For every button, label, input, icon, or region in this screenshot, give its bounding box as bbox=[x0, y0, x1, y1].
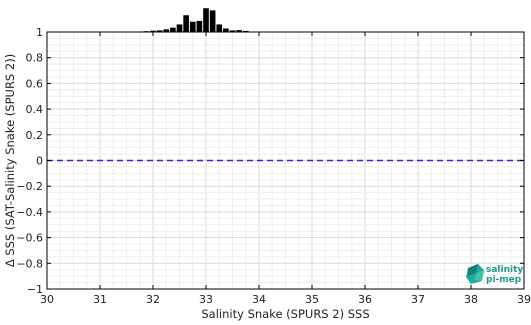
histogram-bar bbox=[163, 29, 170, 32]
salinity-logo-icon bbox=[466, 264, 484, 284]
histogram-bar bbox=[170, 27, 176, 32]
x-tick-label: 39 bbox=[517, 293, 531, 306]
y-tick-label: −0.2 bbox=[16, 180, 43, 193]
y-tick-label: −0.4 bbox=[16, 206, 43, 219]
histogram-bar bbox=[176, 24, 183, 32]
histogram-bar bbox=[229, 30, 236, 32]
y-tick-label: 0.2 bbox=[26, 129, 44, 142]
pimep-logo: salinity pi-mep bbox=[466, 264, 523, 285]
histogram-bar bbox=[203, 8, 209, 32]
histogram-bar bbox=[156, 30, 163, 32]
ticks bbox=[46, 31, 525, 290]
y-tick-label: 0 bbox=[36, 155, 43, 168]
x-tick-labels: 30 31 32 33 34 35 36 37 38 39 bbox=[40, 293, 531, 306]
x-tick-label: 34 bbox=[252, 293, 266, 306]
histogram-bar bbox=[223, 28, 229, 32]
x-tick-label: 30 bbox=[40, 293, 54, 306]
y-tick-label: −0.6 bbox=[16, 232, 43, 245]
x-tick-label: 32 bbox=[146, 293, 160, 306]
x-tick-label: 37 bbox=[411, 293, 425, 306]
histogram-bar bbox=[236, 30, 242, 32]
histogram-bar bbox=[209, 10, 216, 32]
logo-text-salinity: salinity bbox=[486, 265, 523, 275]
y-tick-label: −0.8 bbox=[16, 257, 43, 270]
y-tick-labels: −1 −0.8 −0.6 −0.4 −0.2 0 0.2 0.4 0.6 0.8 1 bbox=[16, 26, 43, 296]
x-tick-label: 33 bbox=[199, 293, 213, 306]
x-tick-label: 36 bbox=[358, 293, 372, 306]
marginal-histogram bbox=[136, 8, 249, 32]
y-tick-label: 1 bbox=[36, 26, 43, 39]
x-tick-label: 38 bbox=[464, 293, 478, 306]
y-tick-label: −1 bbox=[27, 283, 43, 296]
histogram-bar bbox=[242, 30, 249, 32]
histogram-bar bbox=[183, 15, 189, 32]
x-tick-label: 35 bbox=[305, 293, 319, 306]
histogram-bar bbox=[196, 20, 203, 32]
y-tick-label: 0.6 bbox=[26, 77, 44, 90]
histogram-bar bbox=[150, 30, 156, 32]
logo-text-pimep: pi-mep bbox=[486, 275, 522, 285]
x-tick-label: 31 bbox=[93, 293, 107, 306]
y-tick-label: 0.4 bbox=[26, 103, 44, 116]
histogram-bar bbox=[189, 21, 196, 32]
x-axis-title: Salinity Snake (SPURS 2) SSS bbox=[201, 307, 369, 321]
y-tick-label: 0.8 bbox=[26, 52, 44, 65]
y-axis-title: Δ SSS (SAT-Salinity Snake (SPURS 2)) bbox=[3, 54, 17, 267]
histogram-bar bbox=[216, 24, 223, 32]
